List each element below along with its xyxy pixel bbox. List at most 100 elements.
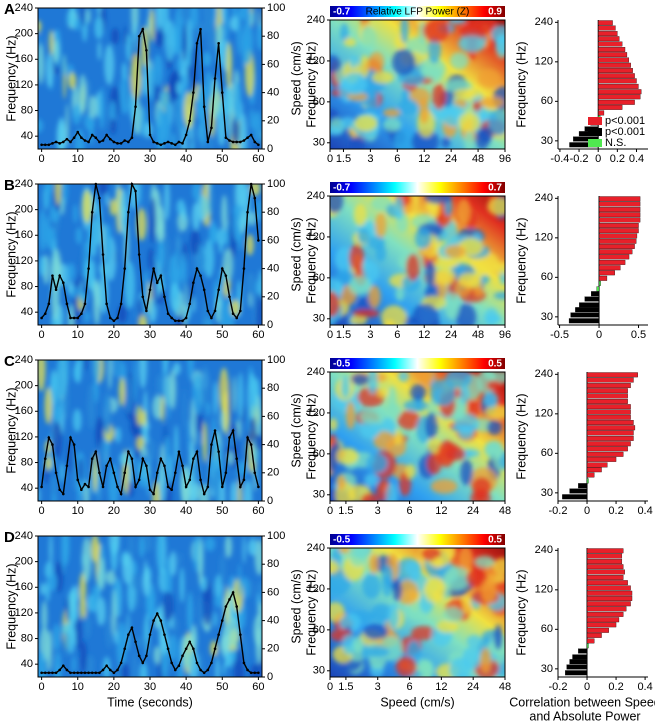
heatmap-blob <box>342 634 358 655</box>
speed-point <box>98 671 101 675</box>
speed-point <box>235 140 239 144</box>
bar <box>586 393 628 399</box>
heatmap-blob <box>442 607 464 623</box>
axis-label: Frequency (Hz) <box>304 217 318 303</box>
heatmap-blob <box>373 431 396 451</box>
heatmap-blob <box>247 372 257 421</box>
speed-point <box>51 443 54 446</box>
y2-tick-label: 40 <box>267 263 279 275</box>
speed-point <box>54 471 58 475</box>
speed-point <box>101 253 105 256</box>
axis-label: Frequency (Hz) <box>514 393 528 479</box>
heatmap-blob <box>154 25 164 48</box>
heatmap-blob <box>249 108 255 130</box>
heatmap-blob <box>376 387 390 398</box>
heatmap-blob <box>392 48 416 76</box>
heatmap-blob <box>75 227 83 245</box>
heatmap-blob <box>242 536 246 564</box>
heatmap-blob <box>49 29 54 56</box>
heatmap-blob <box>155 106 166 149</box>
axis-label: Frequency (Hz) <box>304 41 318 127</box>
x-tick-label: 24 <box>467 681 479 693</box>
heatmap-blob <box>414 227 432 249</box>
speed-point <box>148 633 152 636</box>
heatmap-blob <box>219 553 226 586</box>
speed-point <box>220 619 224 622</box>
speed-point <box>199 478 202 482</box>
x-tick-label: 0 <box>327 329 333 341</box>
heatmap-blob <box>132 650 138 677</box>
speed-point <box>163 464 166 468</box>
bar <box>586 585 631 591</box>
bar <box>569 659 588 665</box>
y-tick-label: 160 <box>15 229 33 241</box>
heatmap-blob <box>174 424 179 465</box>
heatmap-blob <box>474 128 490 149</box>
heatmap-blob <box>465 567 488 588</box>
x-tick-label: 3 <box>375 681 381 693</box>
heatmap-blob <box>458 112 481 133</box>
heatmap-blob <box>454 88 482 99</box>
heatmap-blob <box>486 420 502 435</box>
bar <box>598 20 613 26</box>
heatmap-blob <box>477 69 501 88</box>
speed-point <box>98 140 101 144</box>
speed-point <box>195 450 199 453</box>
heatmap-blob <box>345 401 356 430</box>
x-tick-label: 0.4 <box>637 505 652 517</box>
x-tick-label: 0 <box>39 153 45 165</box>
heatmap-blob <box>73 203 78 224</box>
heatmap-blob <box>258 601 262 622</box>
heatmap-blob <box>249 184 261 196</box>
y2-tick-label: 80 <box>267 558 279 570</box>
speed-point <box>220 267 224 270</box>
bar <box>578 648 588 654</box>
bar <box>598 47 626 52</box>
speed-point <box>72 443 76 446</box>
heatmap-blob <box>213 8 218 27</box>
y-tick-label: 30 <box>541 487 553 499</box>
heatmap-blob <box>422 20 450 43</box>
speed-point <box>257 239 260 242</box>
heatmap-blob <box>419 98 430 124</box>
heatmap-blob <box>172 362 181 375</box>
speed-point <box>72 136 76 140</box>
speed-point <box>202 288 206 292</box>
heatmap-blob <box>149 196 157 244</box>
heatmap-blob <box>143 559 148 590</box>
speed-point <box>253 671 257 675</box>
heatmap-blob <box>38 487 41 501</box>
speed-point <box>69 671 72 675</box>
x-tick-label: 0 <box>327 153 333 165</box>
heatmap-texture <box>330 372 505 501</box>
heatmap-blob <box>340 23 349 43</box>
heatmap-blob <box>171 98 180 113</box>
speed-point <box>47 671 51 675</box>
heatmap-texture <box>38 184 262 325</box>
speed-point <box>188 478 192 482</box>
heatmap-blob <box>111 588 117 637</box>
heatmap-blob <box>52 39 59 63</box>
heatmap-blob <box>164 184 170 221</box>
heatmap-blob <box>93 279 101 325</box>
heatmap-blob <box>124 375 133 414</box>
bar <box>579 302 600 308</box>
speed-point <box>119 661 123 665</box>
heatmap-blob <box>474 555 495 568</box>
y-tick-label: 60 <box>541 271 553 283</box>
colorbar-max-label: 0.5 <box>488 359 502 370</box>
heatmap-blob <box>233 647 245 677</box>
heatmap-blob <box>125 34 132 62</box>
bar <box>586 388 628 394</box>
heatmap-blob <box>130 53 142 101</box>
speed-point <box>58 488 61 492</box>
heatmap-blob <box>159 443 165 487</box>
heatmap-blob <box>409 384 426 401</box>
y-tick-label: 240 <box>15 530 33 542</box>
heatmap-blob <box>72 408 82 432</box>
heatmap-blob <box>179 567 185 603</box>
bar <box>598 94 641 100</box>
speed-point <box>181 142 184 145</box>
heatmap-blob <box>395 655 417 677</box>
speed-point <box>163 142 166 145</box>
